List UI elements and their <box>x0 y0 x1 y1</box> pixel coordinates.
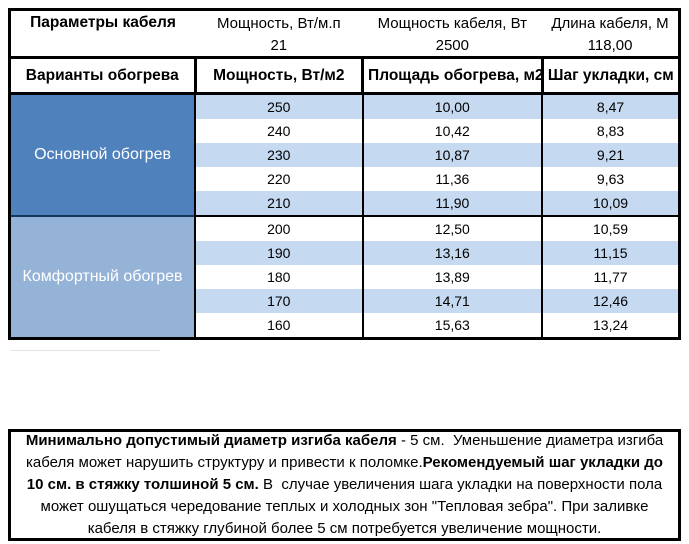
table-cell: 180 <box>194 265 363 289</box>
note-segment: - 5 см. Уменьшение диаметра изгиба кабел… <box>26 432 668 471</box>
note-segment-bold: Минимально допустимый диаметр изгиба каб… <box>25 432 397 449</box>
table-cell: 250 <box>194 93 363 119</box>
table-row: 160 15,63 13,24 <box>10 313 680 339</box>
table-cell: 13,24 <box>541 313 680 339</box>
section-label-cell: Комфортный обогрев <box>9 215 197 339</box>
table-cell: 240 <box>194 119 363 143</box>
table-row: 230 10,87 9,21 <box>10 143 680 167</box>
param-label-row: Параметры кабеля Мощность, Вт/м.п Мощнос… <box>10 10 680 36</box>
note-text: Минимально допустимый диаметр изгиба каб… <box>11 430 678 540</box>
table-cell: 190 <box>194 241 363 265</box>
param-col-label: Мощность кабеля, Вт <box>377 14 528 32</box>
table-cell: 14,71 <box>361 289 543 313</box>
heating-rows: Основной обогрев 250 10,00 8,47 240 10,42 8,83… <box>9 93 680 339</box>
column-header: Мощность, Вт/м2 <box>193 56 365 95</box>
section-label-cell: Основной обогрев <box>9 93 197 216</box>
table-cell: 9,63 <box>541 167 680 191</box>
table-cell: 10,87 <box>361 143 543 167</box>
param-value-row: 21 2500 118,00 <box>10 35 680 58</box>
param-col-label: Длина кабеля, М <box>551 14 669 32</box>
table-cell: 9,21 <box>541 143 680 167</box>
param-value-empty <box>10 35 196 58</box>
table-cell: 230 <box>194 143 363 167</box>
table-cell: 200 <box>194 215 363 241</box>
table-cell: 13,89 <box>361 265 543 289</box>
table-cell: 15,63 <box>361 313 543 339</box>
table-cell: 13,16 <box>361 241 543 265</box>
column-header: Площадь обогрева, м2 <box>361 56 544 95</box>
table-cell: 220 <box>194 167 363 191</box>
table-row: 240 10,42 8,83 <box>10 119 680 143</box>
table-cell: 160 <box>194 313 363 339</box>
column-header: Варианты обогрева <box>8 56 197 95</box>
note-segment-bold: Рекомендуемый шаг укладки до 10 см. в ст… <box>26 454 668 493</box>
table-cell: 10,09 <box>541 191 680 216</box>
table-header-row: Варианты обогрева Мощность, Вт/м2 Площад… <box>8 56 682 95</box>
column-header: Шаг укладки, см <box>540 56 682 95</box>
table-row: Основной обогрев 250 10,00 8,47 <box>9 93 680 216</box>
table-cell: 11,77 <box>541 265 680 289</box>
table-cell: 11,36 <box>361 167 543 191</box>
table-row: 180 13,89 11,77 <box>10 265 680 289</box>
table-cell: 12,46 <box>541 289 680 313</box>
heating-parameters-table: Параметры кабеля Мощность, Вт/м.п Мощнос… <box>8 8 682 340</box>
table-cell: 8,47 <box>541 93 680 119</box>
table-row: Комфортный обогрев 200 12,50 10,59 <box>9 215 680 339</box>
table-cell: 10,42 <box>361 119 543 143</box>
table-row: 220 11,36 9,63 <box>10 167 680 191</box>
param-value: 21 <box>270 37 288 54</box>
table-cell: 11,90 <box>361 191 543 216</box>
table-cell: 210 <box>194 191 363 216</box>
table-row: 190 13,16 11,15 <box>10 241 680 265</box>
ghost-gridline <box>10 350 160 351</box>
param-value: 2500 <box>435 37 469 54</box>
table-cell: 11,15 <box>541 241 680 265</box>
param-title: Параметры кабеля <box>30 14 176 31</box>
param-value: 118,00 <box>587 37 633 54</box>
table-cell: 8,83 <box>541 119 680 143</box>
table-cell: 170 <box>194 289 363 313</box>
note-segment: В случае увеличения шага укладки на пове… <box>40 476 667 537</box>
table-cell: 12,50 <box>361 215 543 241</box>
note-block: Минимально допустимый диаметр изгиба каб… <box>8 429 681 541</box>
table-row: 170 14,71 12,46 <box>10 289 680 313</box>
table-cell: 10,59 <box>541 215 680 241</box>
table-row: 210 11,90 10,09 <box>10 191 680 216</box>
param-col-label: Мощность, Вт/м.п <box>216 14 341 32</box>
table-cell: 10,00 <box>361 93 543 119</box>
